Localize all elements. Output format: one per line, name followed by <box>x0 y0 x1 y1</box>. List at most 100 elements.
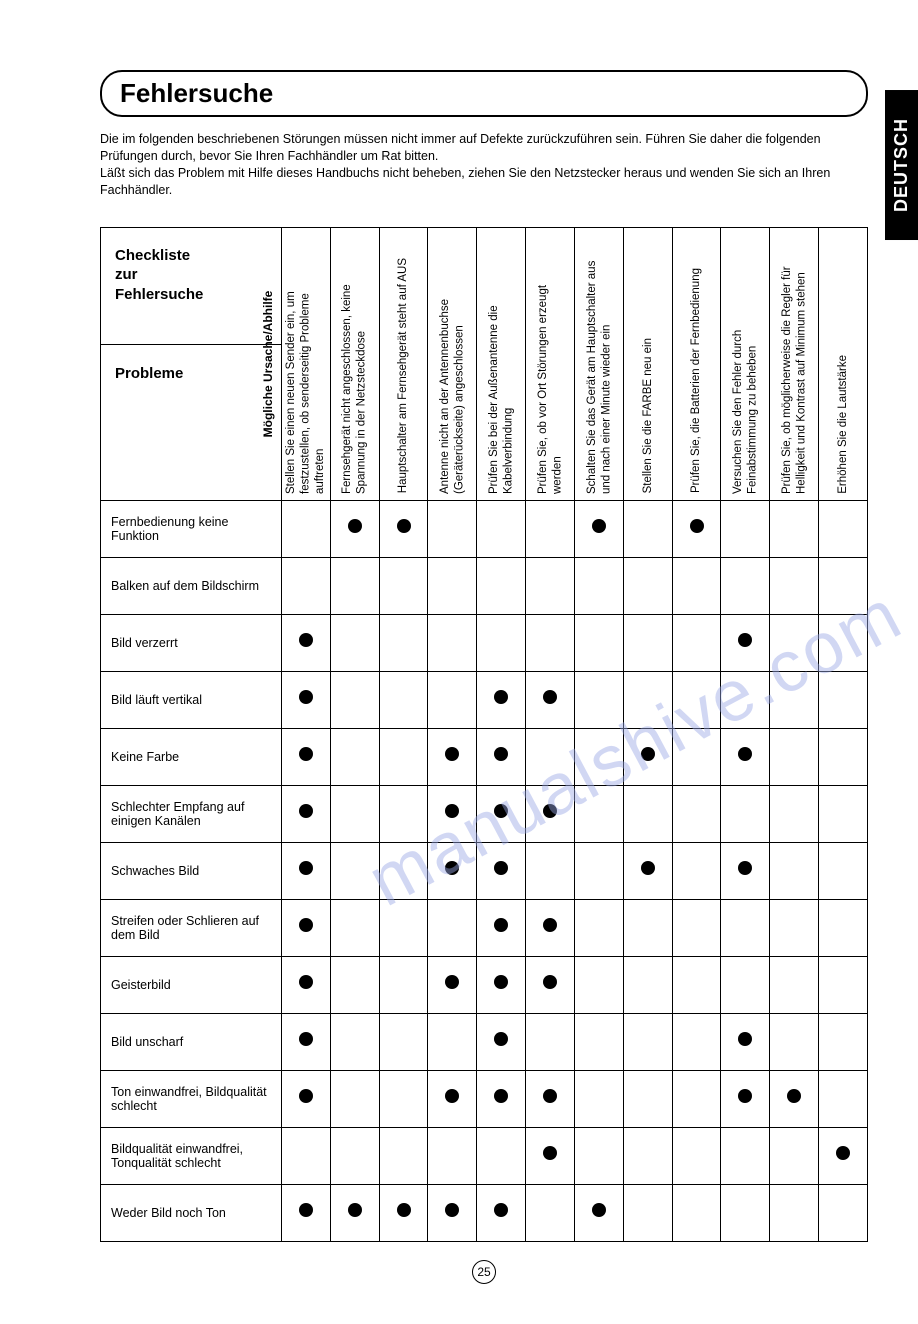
intro-line: Die im folgenden beschriebenen Störungen… <box>100 131 868 165</box>
mark-cell <box>819 1070 868 1127</box>
mark-cell <box>623 614 672 671</box>
column-header: Stellen Sie die FARBE neu ein <box>623 227 672 500</box>
column-label: Schalten Sie das Gerät am Hauptschalter … <box>585 246 614 494</box>
mark-cell <box>379 1184 428 1241</box>
mark-cell <box>282 842 331 899</box>
column-header: Versuchen Sie den Fehler durch Feinabsti… <box>721 227 770 500</box>
mark-cell <box>379 1127 428 1184</box>
mark-cell <box>574 785 623 842</box>
mark-cell <box>526 557 575 614</box>
dot-icon <box>543 1089 557 1103</box>
dot-icon <box>494 1089 508 1103</box>
mark-cell <box>282 1013 331 1070</box>
mark-cell <box>770 1013 819 1070</box>
mark-cell <box>526 1070 575 1127</box>
dot-icon <box>299 1089 313 1103</box>
row-label: Fernbedienung keine Funktion <box>101 500 282 557</box>
dot-icon <box>348 1203 362 1217</box>
mark-cell <box>721 728 770 785</box>
mark-cell <box>770 899 819 956</box>
mark-cell <box>770 956 819 1013</box>
mark-cell <box>330 1127 379 1184</box>
row-label: Streifen oder Schlieren auf dem Bild <box>101 899 282 956</box>
mark-cell <box>721 1184 770 1241</box>
mark-cell <box>721 1070 770 1127</box>
mark-cell <box>379 899 428 956</box>
mark-cell <box>330 614 379 671</box>
mark-cell <box>770 671 819 728</box>
mark-cell <box>428 500 477 557</box>
mark-cell <box>477 1013 526 1070</box>
column-header: Fernsehgerät nicht angeschlossen, keine … <box>330 227 379 500</box>
mark-cell <box>477 1184 526 1241</box>
mark-cell <box>672 956 721 1013</box>
table-body: Fernbedienung keine FunktionBalken auf d… <box>101 500 868 1241</box>
mark-cell <box>282 671 331 728</box>
mark-cell <box>672 785 721 842</box>
mark-cell <box>477 557 526 614</box>
table-row: Ton einwandfrei, Bildqualität schlecht <box>101 1070 868 1127</box>
table-row: Geisterbild <box>101 956 868 1013</box>
row-label: Ton einwandfrei, Bildqualität schlecht <box>101 1070 282 1127</box>
mark-cell <box>526 842 575 899</box>
dot-icon <box>494 690 508 704</box>
table-row: Bild unscharf <box>101 1013 868 1070</box>
dot-icon <box>445 1089 459 1103</box>
mark-cell <box>819 614 868 671</box>
page-number-container: 25 <box>100 1260 868 1284</box>
mark-cell <box>379 842 428 899</box>
dot-icon <box>738 1089 752 1103</box>
dot-icon <box>299 1032 313 1046</box>
dot-icon <box>543 975 557 989</box>
mark-cell <box>379 785 428 842</box>
intro-text: Die im folgenden beschriebenen Störungen… <box>100 131 868 199</box>
corner-bottom-label: Probleme <box>101 344 281 402</box>
mark-cell <box>428 614 477 671</box>
mark-cell <box>819 671 868 728</box>
mark-cell <box>330 785 379 842</box>
mark-cell <box>721 557 770 614</box>
mark-cell <box>672 500 721 557</box>
mark-cell <box>721 1013 770 1070</box>
table-row: Keine Farbe <box>101 728 868 785</box>
dot-icon <box>494 747 508 761</box>
table-row: Schlechter Empfang auf einigen Kanälen <box>101 785 868 842</box>
mark-cell <box>672 557 721 614</box>
dot-icon <box>543 1146 557 1160</box>
column-header: Erhöhen Sie die Lautstärke <box>819 227 868 500</box>
mark-cell <box>526 785 575 842</box>
row-label: Schwaches Bild <box>101 842 282 899</box>
dot-icon <box>592 519 606 533</box>
mark-cell <box>477 1070 526 1127</box>
mark-cell <box>672 899 721 956</box>
mark-cell <box>428 785 477 842</box>
column-label: Hauptschalter am Fernsehgerät steht auf … <box>396 258 410 493</box>
mark-cell <box>477 728 526 785</box>
dot-icon <box>543 804 557 818</box>
mark-cell <box>721 614 770 671</box>
mark-cell <box>721 842 770 899</box>
dot-icon <box>543 690 557 704</box>
mark-cell <box>574 500 623 557</box>
mark-cell <box>770 1184 819 1241</box>
mark-cell <box>574 614 623 671</box>
dot-icon <box>738 633 752 647</box>
mark-cell <box>428 728 477 785</box>
row-label: Weder Bild noch Ton <box>101 1184 282 1241</box>
mark-cell <box>526 728 575 785</box>
page-number: 25 <box>472 1260 496 1284</box>
mark-cell <box>330 899 379 956</box>
mark-cell <box>770 1127 819 1184</box>
mark-cell <box>428 956 477 1013</box>
mark-cell <box>623 899 672 956</box>
column-header: Prüfen Sie bei der Außenantenne die Kabe… <box>477 227 526 500</box>
mark-cell <box>770 1070 819 1127</box>
dot-icon <box>299 690 313 704</box>
mark-cell <box>282 785 331 842</box>
mark-cell <box>819 500 868 557</box>
column-header: Prüfen Sie, die Batterien der Fernbedien… <box>672 227 721 500</box>
mark-cell <box>819 956 868 1013</box>
mark-cell <box>672 1013 721 1070</box>
mark-cell <box>770 842 819 899</box>
mark-cell <box>574 557 623 614</box>
